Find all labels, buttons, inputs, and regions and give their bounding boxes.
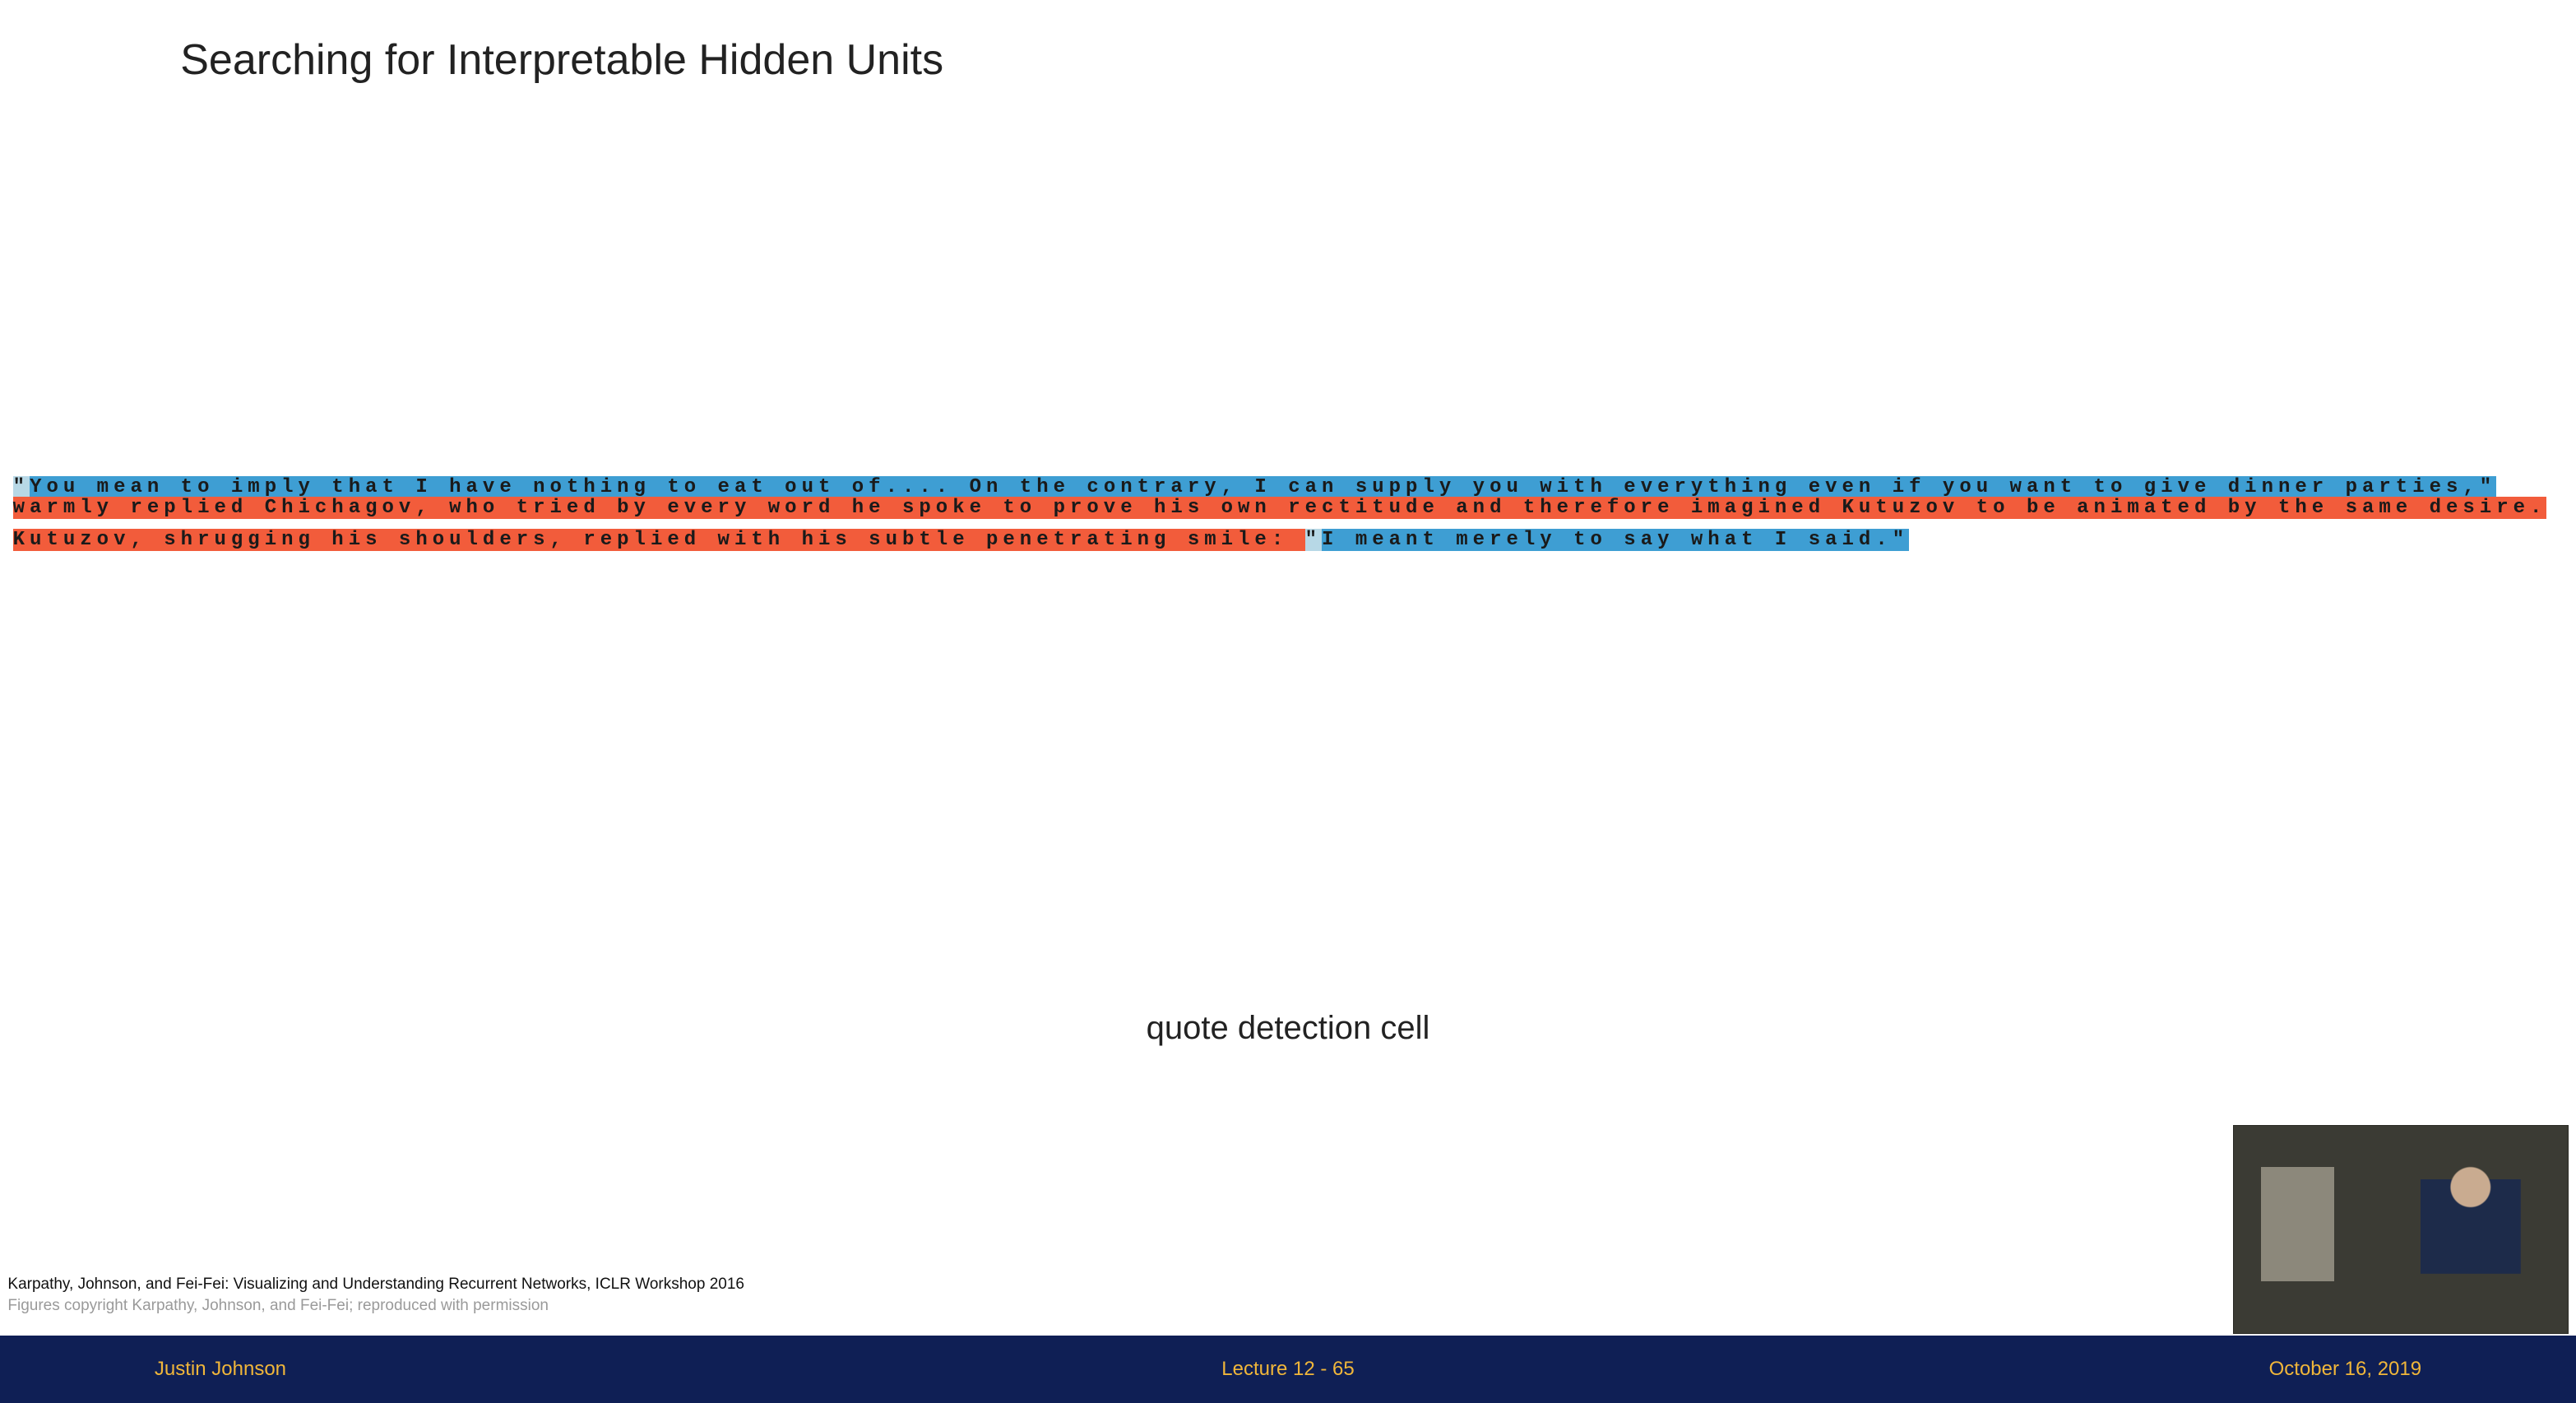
references: Karpathy, Johnson, and Fei-Fei: Visualiz…	[7, 1274, 744, 1316]
speaker-video-thumbnail	[2233, 1125, 2568, 1334]
reference-citation: Karpathy, Johnson, and Fei-Fei: Visualiz…	[7, 1274, 744, 1295]
footer-author: Justin Johnson	[155, 1358, 286, 1381]
highlight-span: You mean to imply that I have nothing to…	[30, 476, 2496, 498]
footer-date: October 16, 2019	[2269, 1358, 2421, 1381]
paragraph-2: Kutuzov, shrugging his shoulders, replie…	[13, 530, 2564, 550]
slide: Searching for Interpretable Hidden Units…	[0, 0, 2576, 1403]
highlighted-text-block: "You mean to imply that I have nothing t…	[13, 477, 2564, 563]
highlight-span: I meant merely to say what I said."	[1322, 529, 1909, 551]
footer-bar: Justin Johnson Lecture 12 - 65 October 1…	[0, 1336, 2576, 1403]
paragraph-1: "You mean to imply that I have nothing t…	[13, 477, 2564, 518]
highlight-span: "	[1305, 529, 1322, 551]
reference-copyright: Figures copyright Karpathy, Johnson, and…	[7, 1295, 744, 1317]
highlight-span: "	[13, 476, 30, 498]
slide-title: Searching for Interpretable Hidden Units	[180, 35, 943, 85]
highlight-span: warmly replied Chichagov, who tried by e…	[13, 497, 2547, 519]
figure-caption: quote detection cell	[0, 1010, 2576, 1047]
highlight-span: Kutuzov, shrugging his shoulders, replie…	[13, 529, 1305, 551]
footer-lecture: Lecture 12 - 65	[1221, 1358, 1354, 1381]
